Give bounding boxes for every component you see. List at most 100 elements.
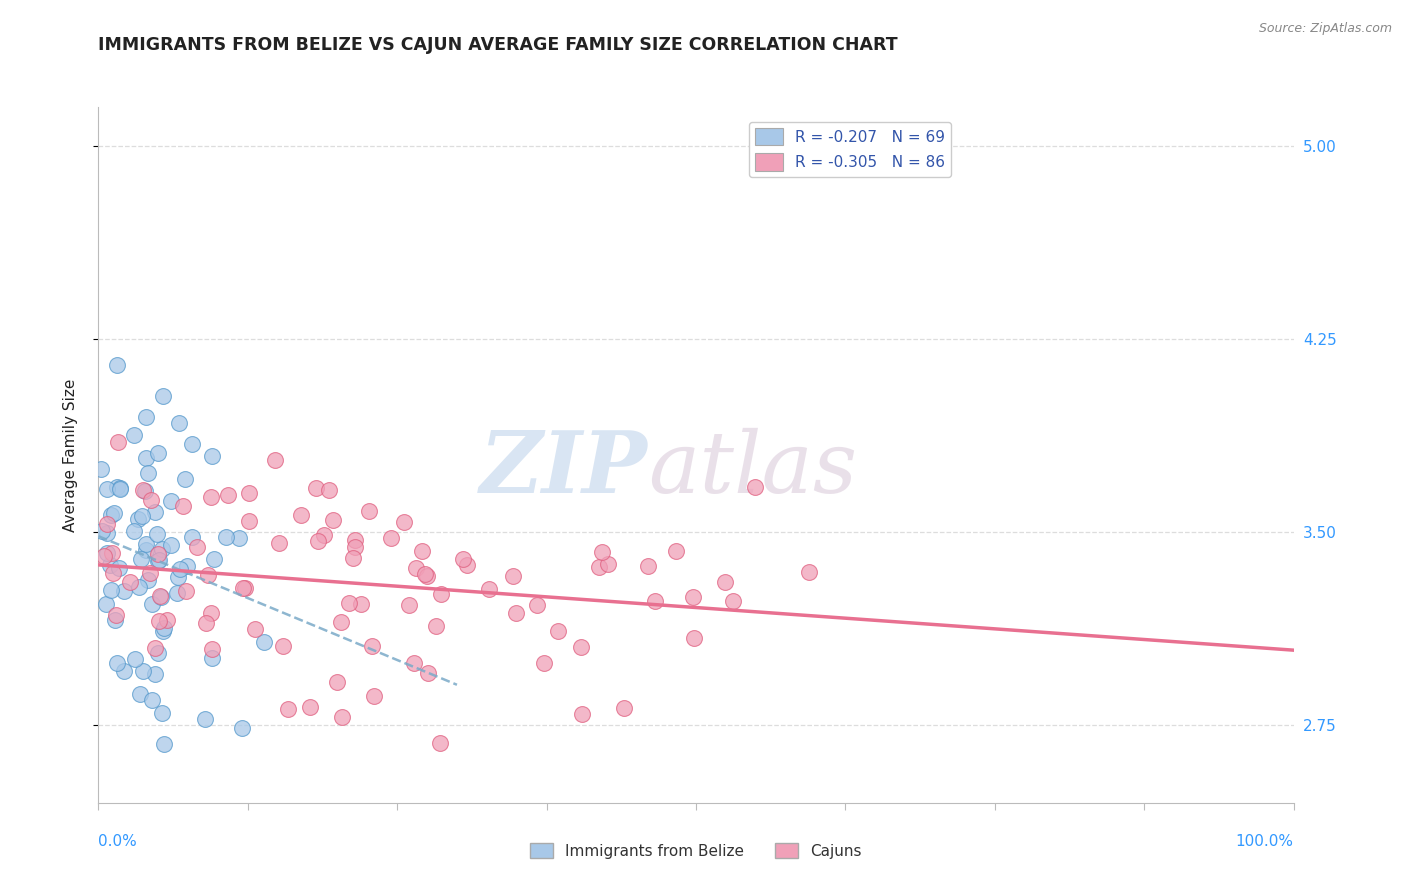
Point xyxy=(200,490,222,504)
Point xyxy=(193,712,215,726)
Point xyxy=(547,624,569,638)
Point xyxy=(135,537,157,551)
Point xyxy=(173,472,195,486)
Point xyxy=(132,483,155,497)
Point xyxy=(153,737,176,751)
Point xyxy=(453,552,475,566)
Point xyxy=(141,692,163,706)
Point xyxy=(152,389,174,403)
Point xyxy=(104,613,127,627)
Point xyxy=(100,508,122,523)
Point xyxy=(588,560,610,574)
Point xyxy=(100,583,122,598)
Point xyxy=(201,642,224,657)
Point xyxy=(569,640,592,654)
Legend: Immigrants from Belize, Cajuns: Immigrants from Belize, Cajuns xyxy=(524,837,868,864)
Point xyxy=(200,606,222,620)
Point xyxy=(273,639,295,653)
Text: ZIP: ZIP xyxy=(481,427,648,510)
Point xyxy=(139,493,162,508)
Point xyxy=(598,557,620,571)
Point xyxy=(307,534,329,549)
Text: Source: ZipAtlas.com: Source: ZipAtlas.com xyxy=(1258,22,1392,36)
Point xyxy=(215,530,238,544)
Point xyxy=(533,656,555,670)
Point xyxy=(129,552,152,566)
Point xyxy=(342,550,364,565)
Point xyxy=(392,516,415,530)
Point xyxy=(299,699,322,714)
Point xyxy=(110,481,132,495)
Point xyxy=(128,580,150,594)
Point xyxy=(252,634,274,648)
Point xyxy=(264,453,287,467)
Point xyxy=(135,451,157,466)
Point xyxy=(167,416,190,430)
Point xyxy=(93,549,115,563)
Point xyxy=(413,566,436,581)
Point xyxy=(350,597,373,611)
Point xyxy=(174,584,197,599)
Point xyxy=(152,621,174,635)
Point xyxy=(96,546,118,560)
Point xyxy=(173,499,195,513)
Point xyxy=(526,598,548,612)
Point xyxy=(107,434,129,449)
Text: IMMIGRANTS FROM BELIZE VS CAJUN AVERAGE FAMILY SIZE CORRELATION CHART: IMMIGRANTS FROM BELIZE VS CAJUN AVERAGE … xyxy=(98,36,898,54)
Point xyxy=(105,608,128,623)
Point xyxy=(105,480,128,494)
Point xyxy=(195,615,218,630)
Point xyxy=(181,531,204,545)
Point xyxy=(405,561,427,575)
Point xyxy=(238,515,260,529)
Point xyxy=(398,599,420,613)
Point xyxy=(148,553,170,567)
Point xyxy=(139,566,162,581)
Point xyxy=(156,613,179,627)
Point xyxy=(571,707,593,722)
Point xyxy=(232,582,254,596)
Point xyxy=(101,566,124,581)
Point xyxy=(103,507,125,521)
Point xyxy=(363,689,385,703)
Point xyxy=(339,596,361,610)
Point xyxy=(160,494,183,508)
Point xyxy=(344,533,367,548)
Point xyxy=(166,585,188,599)
Point xyxy=(112,665,135,679)
Point xyxy=(277,701,299,715)
Point xyxy=(135,410,157,425)
Point xyxy=(107,358,129,372)
Point xyxy=(217,487,239,501)
Point xyxy=(233,581,256,595)
Point xyxy=(146,547,169,561)
Point xyxy=(150,706,173,720)
Point xyxy=(665,544,688,558)
Point xyxy=(415,569,437,583)
Point xyxy=(202,552,225,566)
Point xyxy=(430,587,453,601)
Point xyxy=(318,483,340,497)
Point xyxy=(143,667,166,681)
Y-axis label: Average Family Size: Average Family Size xyxy=(63,378,77,532)
Point xyxy=(683,631,706,645)
Point xyxy=(129,687,152,701)
Point xyxy=(91,524,114,539)
Point xyxy=(243,622,266,636)
Point xyxy=(143,505,166,519)
Point xyxy=(160,538,183,552)
Point xyxy=(314,528,336,542)
Text: atlas: atlas xyxy=(648,427,858,510)
Point xyxy=(146,554,169,568)
Point xyxy=(429,735,451,749)
Point xyxy=(713,575,735,590)
Point xyxy=(200,651,222,665)
Point xyxy=(267,535,290,549)
Point xyxy=(152,624,174,639)
Point xyxy=(456,558,478,573)
Point xyxy=(613,701,636,715)
Point xyxy=(231,721,253,735)
Point xyxy=(98,558,121,573)
Point xyxy=(143,641,166,656)
Point xyxy=(201,449,224,463)
